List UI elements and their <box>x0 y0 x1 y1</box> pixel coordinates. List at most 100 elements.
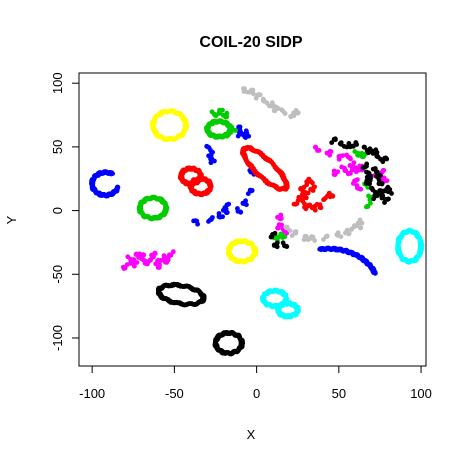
data-point <box>209 109 215 115</box>
data-point <box>284 244 290 250</box>
data-point <box>364 163 369 169</box>
data-point <box>161 256 167 262</box>
data-point <box>310 234 316 240</box>
data-point <box>376 178 382 183</box>
data-point <box>308 186 313 192</box>
data-point <box>220 112 226 118</box>
data-point <box>280 240 286 246</box>
data-point <box>143 259 149 264</box>
data-point <box>212 158 217 164</box>
data-point <box>368 200 373 206</box>
data-point <box>310 180 315 186</box>
data-point <box>326 190 332 196</box>
data-point <box>380 193 386 199</box>
data-point <box>240 200 246 206</box>
cluster-10 <box>240 144 290 192</box>
y-tick-label: 50 <box>50 140 65 154</box>
data-point <box>312 144 318 150</box>
chart-title: COIL-20 SIDP <box>199 34 302 51</box>
data-point <box>364 204 369 210</box>
data-point <box>306 176 312 182</box>
y-axis-label: Y <box>4 215 19 224</box>
data-point <box>365 149 371 155</box>
y-axis: -100 -50 0 50 100 <box>50 72 80 351</box>
data-point <box>281 186 287 192</box>
data-point <box>366 178 372 183</box>
cluster-2 <box>89 169 121 199</box>
data-point <box>155 265 161 270</box>
data-point <box>359 220 365 226</box>
data-point <box>346 231 352 237</box>
data-point <box>365 170 371 176</box>
data-point <box>115 184 120 190</box>
data-point <box>270 100 275 106</box>
data-point <box>342 168 348 173</box>
data-point <box>321 197 327 202</box>
data-point <box>338 141 344 147</box>
cluster-19 <box>274 300 301 320</box>
data-point <box>332 172 338 178</box>
data-point <box>241 86 246 91</box>
data-point <box>374 193 380 199</box>
data-point <box>352 149 358 154</box>
data-point <box>418 244 424 250</box>
data-point <box>374 153 380 159</box>
data-point <box>302 234 308 239</box>
data-point <box>340 153 346 159</box>
data-point <box>250 87 256 93</box>
data-point <box>194 218 200 224</box>
y-tick-label: 100 <box>50 72 65 94</box>
data-point <box>336 154 342 159</box>
data-point <box>330 193 335 199</box>
data-point <box>295 198 301 204</box>
data-point <box>385 197 390 202</box>
data-point <box>262 99 268 104</box>
data-point <box>352 178 357 184</box>
cluster-16 <box>241 86 365 243</box>
data-point <box>274 234 280 240</box>
data-point <box>283 230 289 236</box>
data-point <box>122 265 128 271</box>
data-point <box>382 200 387 206</box>
data-point <box>331 136 337 142</box>
data-point <box>293 229 299 235</box>
data-point <box>370 151 376 156</box>
data-point <box>347 155 353 161</box>
cluster-11 <box>291 176 336 213</box>
data-point <box>292 111 297 117</box>
data-point <box>356 186 362 192</box>
data-point <box>385 184 391 190</box>
data-point <box>317 246 323 252</box>
data-point <box>253 248 258 254</box>
data-point <box>296 307 301 313</box>
data-point <box>217 214 223 220</box>
cluster-1 <box>225 238 259 265</box>
cluster-0 <box>149 108 190 143</box>
cluster-14 <box>212 330 246 357</box>
data-point <box>272 108 278 114</box>
cluster-3 <box>317 245 378 276</box>
x-axis-label: X <box>247 427 256 442</box>
data-point <box>269 103 275 109</box>
data-point <box>383 155 389 161</box>
data-point <box>384 178 390 184</box>
data-point <box>245 191 251 197</box>
data-point <box>349 226 354 232</box>
data-point <box>349 164 354 169</box>
data-point <box>216 211 222 216</box>
cluster-4 <box>191 124 257 227</box>
data-point <box>153 261 159 267</box>
data-point <box>304 182 310 188</box>
data-point <box>379 181 385 187</box>
data-point <box>317 205 323 211</box>
data-point <box>224 114 230 120</box>
cluster-15 <box>268 136 394 250</box>
data-point <box>374 173 379 179</box>
data-point <box>366 193 371 199</box>
cluster-5 <box>136 194 170 222</box>
data-point <box>370 166 376 172</box>
data-point <box>170 249 176 255</box>
data-point <box>288 114 293 119</box>
data-point <box>208 156 214 162</box>
